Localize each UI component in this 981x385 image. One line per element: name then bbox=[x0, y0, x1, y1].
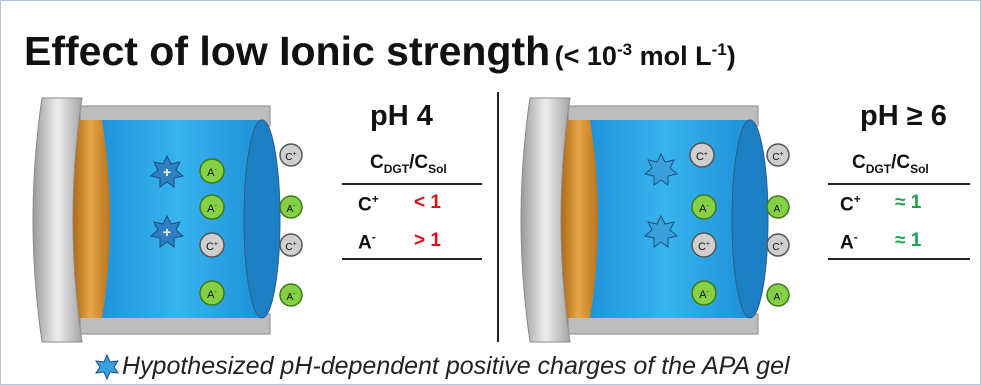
ions-in-solution: C+ A- C+ A- bbox=[279, 143, 303, 307]
title-paren-mid: mol L bbox=[632, 41, 712, 71]
row-value-cation-left: < 1 bbox=[414, 192, 441, 213]
dgt-device-ph4: + + A- A- C+ A- C+ A- C+ A- bbox=[32, 97, 303, 343]
anion-ball-icon bbox=[199, 158, 225, 184]
ratio-header-sub2: Sol bbox=[428, 161, 447, 176]
cation-ball-icon bbox=[689, 142, 715, 168]
cation-ball-icon bbox=[279, 233, 303, 257]
gel-layer bbox=[92, 120, 264, 318]
cation-ball-icon bbox=[691, 232, 717, 258]
title-paren-prefix: (< 10 bbox=[554, 41, 617, 71]
ratio-header-main: C bbox=[370, 152, 384, 173]
svg-text:C+: C+ bbox=[285, 151, 296, 163]
table-rule-bottom-right bbox=[828, 258, 970, 260]
title-exp1: -3 bbox=[616, 40, 633, 59]
row-label-anion-right: A- bbox=[840, 230, 858, 254]
ratio-header-left: CDGT/CSol bbox=[370, 152, 447, 176]
svg-text:+: + bbox=[163, 164, 171, 180]
gel-face bbox=[731, 119, 769, 319]
title-condition: (< 10-3 mol L-1) bbox=[555, 41, 736, 71]
anion-ball-icon bbox=[199, 280, 225, 306]
uncharged-stars bbox=[643, 152, 679, 248]
anion-ball-icon bbox=[766, 283, 790, 307]
star-charge-icon bbox=[94, 354, 120, 380]
gel-face bbox=[243, 119, 281, 319]
anion-ball-icon bbox=[279, 195, 303, 219]
ions-in-gel: A- A- C+ A- bbox=[199, 158, 225, 306]
svg-text:+: + bbox=[163, 224, 171, 240]
star-charge-icon bbox=[643, 152, 679, 186]
anion-ball-icon bbox=[691, 194, 717, 220]
housing-outer bbox=[520, 97, 571, 343]
svg-text:A-: A- bbox=[699, 203, 709, 215]
svg-text:A-: A- bbox=[207, 289, 217, 301]
anion-ball-icon bbox=[766, 195, 790, 219]
anion-ball-icon bbox=[199, 194, 225, 220]
anion-ball-icon bbox=[279, 283, 303, 307]
gel-layer bbox=[580, 120, 752, 318]
table-rule-top-right bbox=[828, 183, 970, 185]
ph-label-left: pH 4 bbox=[370, 100, 433, 132]
row-label-cation-right: C+ bbox=[840, 192, 861, 216]
svg-text:A-: A- bbox=[286, 291, 296, 303]
row-label-cation-left: C+ bbox=[358, 192, 379, 216]
slide-title: Effect of low Ionic strength (< 10-3 mol… bbox=[24, 28, 736, 75]
ions-in-gel: C+ A- C+ A- bbox=[689, 142, 717, 306]
svg-text:A-: A- bbox=[773, 291, 783, 303]
footnote-text: Hypothesized pH-dependent positive charg… bbox=[122, 352, 790, 380]
row-value-cation-right: ≈ 1 bbox=[895, 192, 922, 213]
title-exp2: -1 bbox=[711, 40, 727, 59]
star-charge-icon bbox=[149, 214, 185, 248]
title-main: Effect of low Ionic strength bbox=[24, 28, 551, 74]
dgt-device-ph6: C+ A- C+ A- C+ A- C+ A- bbox=[520, 97, 790, 343]
ratio-header-right: CDGT/CSol bbox=[852, 152, 929, 176]
table-rule-top-left bbox=[342, 183, 482, 185]
ratio-header-slash: /C bbox=[409, 152, 429, 173]
svg-text:C+: C+ bbox=[772, 151, 783, 163]
svg-text:A-: A- bbox=[699, 289, 709, 301]
ions-in-solution: C+ A- C+ A- bbox=[766, 143, 790, 307]
svg-text:C+: C+ bbox=[772, 241, 783, 253]
housing-outer bbox=[32, 97, 83, 343]
table-rule-bottom-left bbox=[342, 258, 482, 260]
row-value-anion-right: ≈ 1 bbox=[895, 230, 922, 251]
filter-layer bbox=[71, 120, 110, 318]
svg-text:C+: C+ bbox=[285, 241, 296, 253]
anion-ball-icon bbox=[691, 280, 717, 306]
svg-text:A-: A- bbox=[207, 203, 217, 215]
ratio-header-sub1: DGT bbox=[383, 161, 410, 176]
panel-divider bbox=[497, 92, 499, 342]
title-paren-suffix: ) bbox=[726, 41, 736, 71]
row-label-anion-left: A- bbox=[358, 230, 376, 254]
row-value-anion-left: > 1 bbox=[414, 230, 441, 251]
svg-text:A-: A- bbox=[773, 203, 783, 215]
positive-charge-stars: + + bbox=[149, 154, 185, 248]
star-charge-icon bbox=[149, 154, 185, 188]
ph-label-right: pH ≥ 6 bbox=[860, 100, 947, 132]
star-charge-icon bbox=[643, 214, 679, 248]
cation-ball-icon bbox=[199, 232, 225, 258]
svg-text:A-: A- bbox=[286, 203, 296, 215]
cation-ball-icon bbox=[766, 233, 790, 257]
svg-text:A-: A- bbox=[207, 167, 217, 179]
cation-ball-icon bbox=[766, 143, 790, 167]
filter-layer bbox=[559, 120, 598, 318]
cation-ball-icon bbox=[279, 143, 303, 167]
